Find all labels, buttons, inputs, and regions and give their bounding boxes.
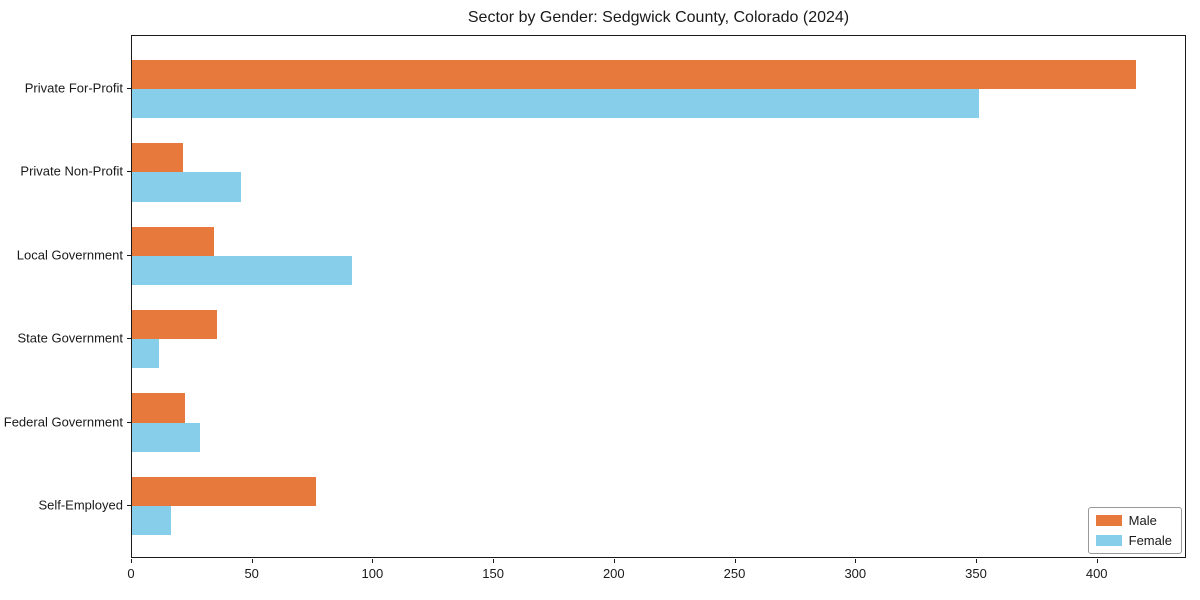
legend-label-male: Male	[1128, 513, 1157, 528]
male-series-swatch	[1095, 515, 1122, 526]
bar-female-3	[132, 339, 159, 369]
legend-item-male: Male	[1095, 513, 1172, 528]
x-tick	[613, 559, 615, 563]
x-tick	[1096, 559, 1098, 563]
y-tick	[127, 505, 131, 506]
legend: Male Female	[1087, 507, 1182, 554]
bar-female-0	[132, 89, 980, 119]
chart-title: Sector by Gender: Sedgwick County, Color…	[467, 9, 850, 26]
y-tick	[127, 421, 131, 423]
x-tick-label: 50	[244, 566, 259, 581]
y-axis-label-3: State Government	[17, 330, 124, 346]
y-axis-label-5: Self-Employed	[38, 497, 123, 513]
female-series-swatch	[1095, 535, 1122, 546]
bar-male-3	[132, 310, 217, 340]
plot-area	[131, 35, 1186, 558]
bar-female-2	[132, 255, 352, 285]
x-tick-label: 100	[361, 566, 384, 581]
x-tick-label: 150	[482, 566, 504, 581]
bar-female-1	[132, 172, 241, 202]
x-tick	[251, 559, 253, 563]
bar-male-4	[132, 393, 186, 423]
x-tick	[734, 559, 736, 563]
legend-item-female: Female	[1095, 533, 1172, 548]
bar-female-4	[132, 422, 200, 452]
x-tick-label: 300	[844, 566, 867, 581]
x-tick	[372, 559, 374, 563]
y-axis-label-4: Federal Government	[3, 414, 123, 430]
bar-male-0	[132, 59, 1137, 89]
bar-male-5	[132, 476, 316, 506]
legend-label-female: Female	[1128, 533, 1172, 548]
x-tick	[855, 559, 857, 563]
bar-male-1	[132, 143, 183, 173]
x-tick	[976, 559, 977, 563]
y-tick	[127, 254, 131, 256]
y-tick	[127, 171, 131, 173]
y-axis-label-1: Private Non-Profit	[20, 163, 123, 179]
x-tick-label: 350	[965, 566, 987, 581]
x-tick-label: 200	[602, 566, 625, 581]
y-tick	[127, 338, 131, 340]
y-tick	[127, 88, 131, 89]
x-tick-label: 0	[127, 566, 135, 581]
y-axis-label-2: Local Government	[16, 247, 123, 263]
x-tick-label: 400	[1085, 566, 1108, 581]
x-tick	[131, 559, 132, 563]
y-axis-label-0: Private For-Profit	[24, 80, 123, 96]
bar-female-5	[132, 506, 171, 536]
x-tick-label: 250	[723, 566, 746, 581]
x-tick	[493, 559, 495, 563]
bar-male-2	[132, 226, 215, 256]
